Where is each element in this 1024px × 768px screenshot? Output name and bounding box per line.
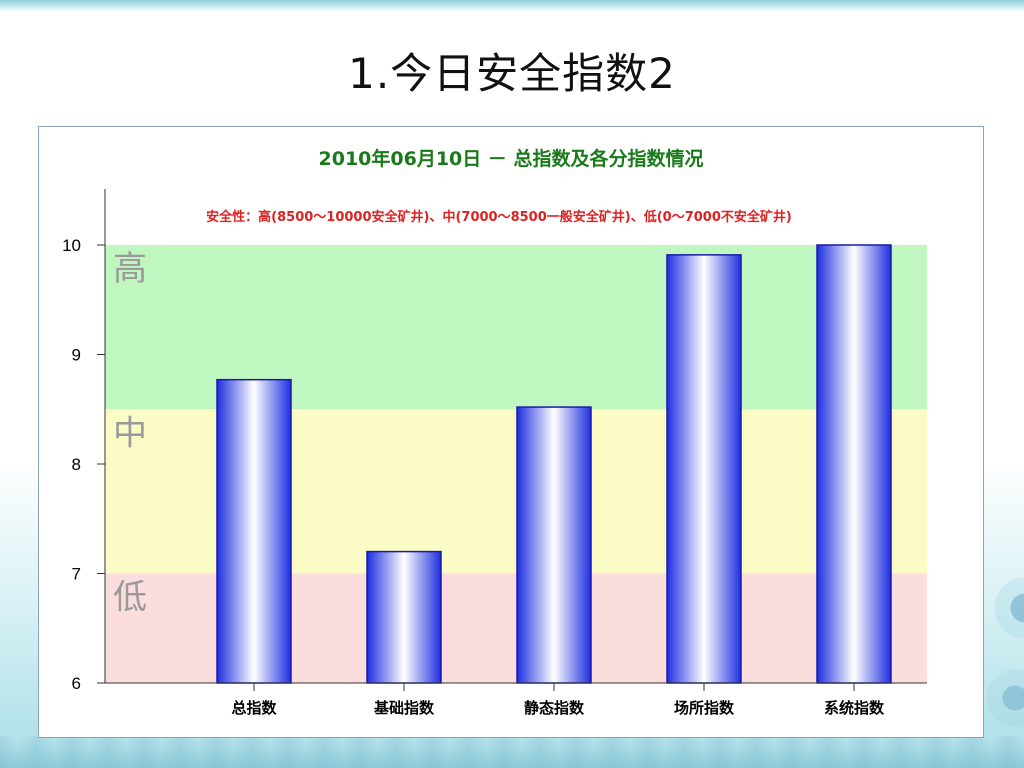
x-tick-label-0: 总指数 — [231, 699, 277, 717]
bar-3 — [666, 254, 742, 684]
band-label-0: 高 — [113, 249, 147, 289]
slide-wave-decoration — [0, 736, 1024, 768]
bars — [216, 244, 892, 684]
x-tick-label-1: 基础指数 — [373, 699, 435, 717]
chart-title: 2010年06月10日 － 总指数及各分指数情况 — [319, 147, 704, 170]
y-tick-label-3: 9 — [72, 346, 81, 365]
bar-1 — [366, 550, 442, 684]
x-tick-label-4: 系统指数 — [824, 699, 885, 717]
band-label-1: 中 — [113, 413, 147, 453]
y-tick-label-0: 6 — [72, 674, 81, 693]
x-tick-label-3: 场所指数 — [674, 699, 735, 717]
bar-4 — [816, 244, 892, 684]
y-tick-label-1: 7 — [72, 565, 81, 584]
axes: 6 7 8 9 10 总指数 基础指数 静态指数 场所指数 系统指数 — [62, 189, 927, 717]
bar-0 — [216, 378, 292, 684]
bar-2 — [516, 406, 592, 684]
bar-chart: 2010年06月10日 － 总指数及各分指数情况 安全性：高(8500～1000… — [62, 147, 927, 717]
slide-top-band — [0, 0, 1024, 12]
chart-subtitle: 安全性：高(8500～10000安全矿井)、中(7000～8500一般安全矿井)… — [206, 209, 792, 225]
y-tick-label-4: 10 — [62, 236, 81, 255]
chart-frame: 2010年06月10日 － 总指数及各分指数情况 安全性：高(8500～1000… — [38, 126, 984, 738]
band-label-2: 低 — [113, 578, 147, 618]
slide-title: 1.今日安全指数2 — [348, 49, 676, 98]
x-tick-label-2: 静态指数 — [524, 699, 585, 717]
slide-swirl-decoration — [985, 548, 1024, 748]
y-tick-label-2: 8 — [72, 455, 81, 474]
